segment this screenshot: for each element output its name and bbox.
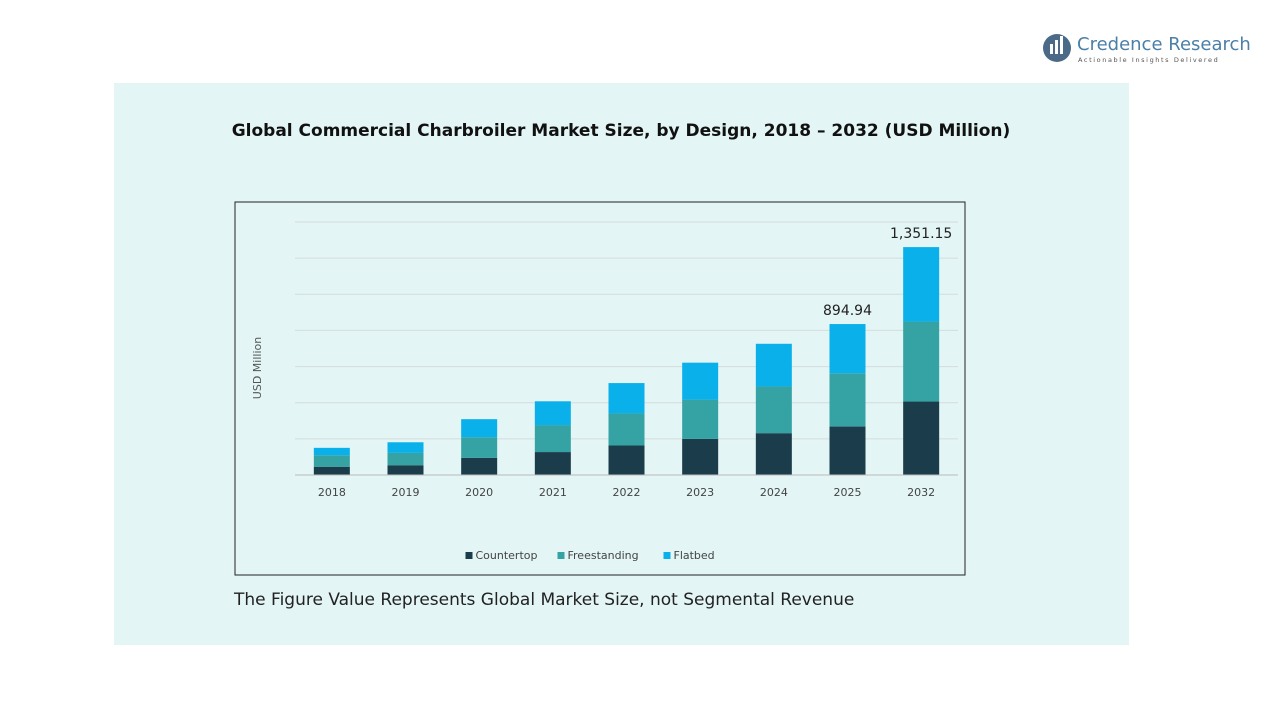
bar-segment — [313, 466, 350, 475]
bar-segment — [461, 457, 498, 475]
legend-label: Freestanding — [568, 549, 639, 562]
bar-segment — [682, 362, 719, 400]
bar-segment — [903, 401, 940, 475]
x-tick-label: 2021 — [539, 486, 567, 499]
logo-tagline: Actionable Insights Delivered — [1078, 56, 1219, 64]
bar-segment — [903, 321, 940, 402]
bar-segment — [387, 442, 424, 453]
bar-segment — [387, 465, 424, 475]
legend-label: Flatbed — [674, 549, 715, 562]
logo-bar — [1055, 40, 1058, 54]
x-tick-label: 2032 — [907, 486, 935, 499]
logo-name: Credence Research — [1077, 34, 1251, 55]
bar-segment — [534, 425, 571, 453]
x-tick-label: 2024 — [760, 486, 788, 499]
x-tick-label: 2025 — [834, 486, 862, 499]
bar-segment — [682, 438, 719, 475]
panel — [114, 83, 1129, 645]
legend-swatch — [557, 552, 565, 559]
bar-segment — [313, 447, 350, 456]
bar-segment — [829, 324, 866, 374]
footnote: The Figure Value Represents Global Marke… — [233, 590, 854, 610]
chart-frame — [234, 201, 966, 576]
bar-segment — [682, 399, 719, 439]
bar-segment — [608, 445, 645, 475]
logo-bar — [1060, 36, 1063, 54]
x-tick-label: 2022 — [613, 486, 641, 499]
y-axis-label: USD Million — [251, 337, 264, 399]
bar-segment — [534, 452, 571, 475]
x-tick-label: 2019 — [392, 486, 420, 499]
bar-segment — [461, 419, 498, 438]
x-tick-label: 2023 — [686, 486, 714, 499]
bar-segment — [755, 433, 792, 475]
bar-segment — [608, 383, 645, 414]
total-label: 894.94 — [823, 303, 872, 319]
bar-segment — [903, 247, 940, 322]
legend-swatch — [663, 552, 671, 559]
bar-segment — [829, 426, 866, 475]
bar-segment — [829, 373, 866, 427]
x-tick-label: 2020 — [465, 486, 493, 499]
legend-label: Countertop — [476, 549, 538, 562]
logo: Credence Research Actionable Insights De… — [1043, 34, 1251, 64]
legend-swatch — [465, 552, 473, 559]
bar-segment — [755, 386, 792, 434]
bar-segment — [608, 413, 645, 446]
bar-segment — [534, 401, 571, 426]
x-tick-label: 2018 — [318, 486, 346, 499]
logo-bar — [1050, 44, 1053, 54]
bar-segment — [461, 437, 498, 458]
chart-title: Global Commercial Charbroiler Market Siz… — [232, 121, 1011, 141]
bar-segment — [387, 452, 424, 466]
bar-segment — [755, 343, 792, 387]
bar-segment — [313, 455, 350, 467]
plot: 2018 2019 2020 2021 2022 2023 2024 2025 894.94 20… — [295, 221, 958, 562]
total-label: 1,351.15 — [890, 226, 952, 242]
